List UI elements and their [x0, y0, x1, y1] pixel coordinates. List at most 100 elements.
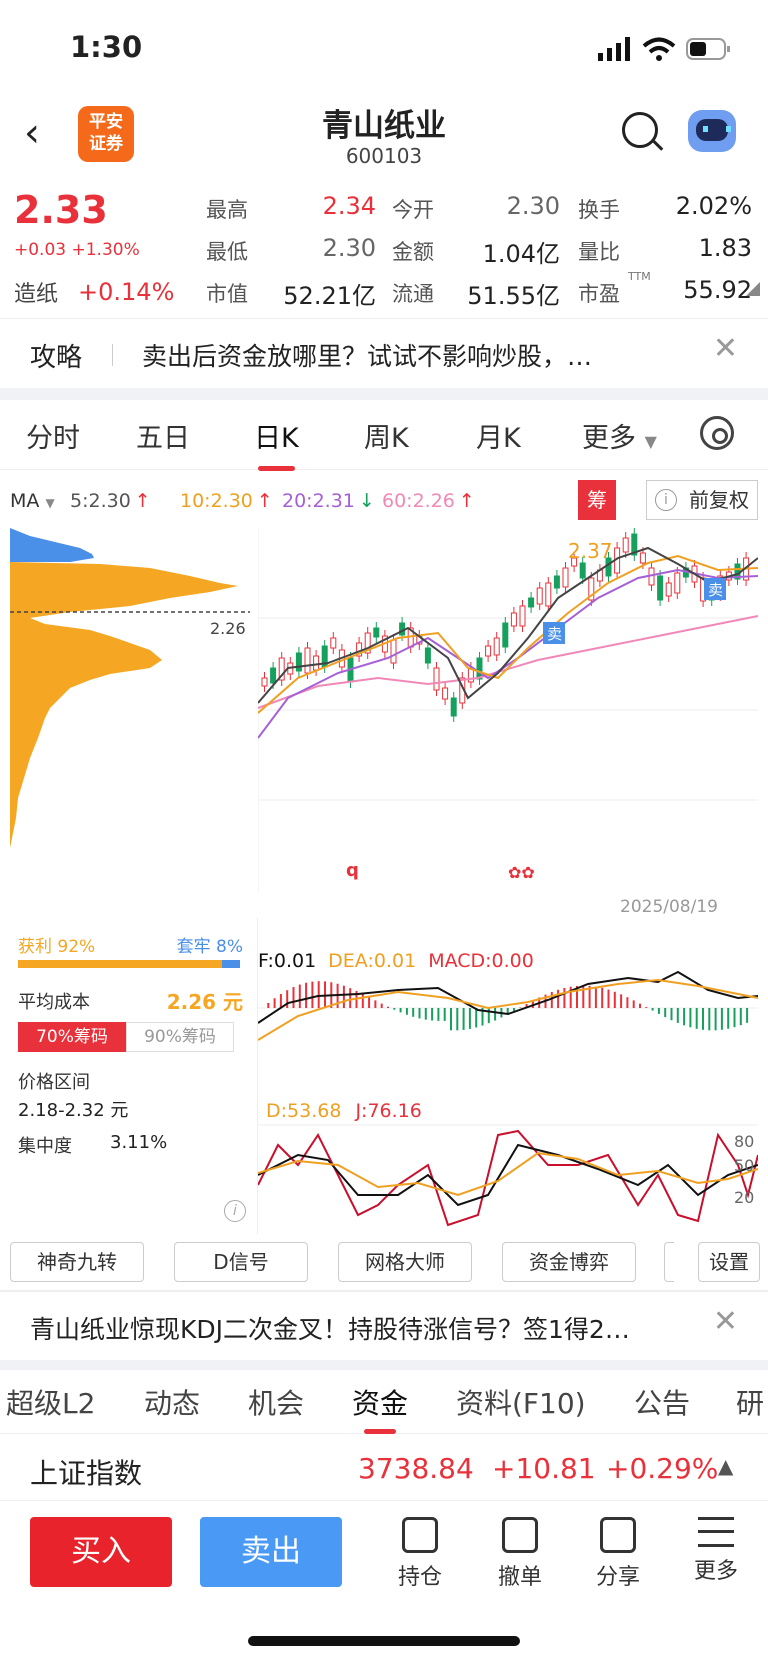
tab-intraday[interactable]: 分时 [26, 423, 80, 454]
back-chevron-icon[interactable]: ‹ [24, 110, 40, 156]
last-price: 2.33 [14, 188, 108, 232]
quote-panel: 2.33 +0.03 +1.30% 造纸 +0.14% 最高 2.34 今开 2.30… [0, 178, 768, 318]
tab-daily-k[interactable]: 日K [254, 416, 299, 471]
grid-lines [258, 528, 758, 893]
candlestick-chart[interactable]: 2.37 卖 卖 q ✿✿ 2025/08/19 [258, 528, 758, 918]
info-icon: i [655, 489, 677, 511]
tool-settings[interactable]: 设置 [698, 1242, 760, 1282]
index-name: 上证指数 [30, 1457, 143, 1490]
chip-toggle-button[interactable]: 筹 [578, 480, 616, 520]
tab-chip-70[interactable]: 70%筹码 [18, 1022, 126, 1052]
candle [424, 647, 431, 664]
profit-bar [18, 960, 240, 968]
candle [493, 637, 500, 656]
corner-triangle-icon[interactable] [746, 282, 760, 296]
adjust-mode-button[interactable]: i 前复权 [646, 480, 758, 520]
ma-value-text: 10:2.30 [180, 490, 253, 512]
section-gap [0, 1360, 768, 1370]
tool-fund-game[interactable]: 资金博弈 [502, 1242, 636, 1282]
index-value: 3738.84 [358, 1452, 474, 1485]
tab-super-l2[interactable]: 超级L2 [6, 1387, 96, 1420]
ttm-superscript: TTM [628, 270, 651, 283]
holdings-label: 持仓 [397, 1565, 442, 1590]
ma-value-text: 5:2.30 [70, 490, 131, 512]
tab-more-label: 更多 [582, 423, 636, 454]
gear-icon[interactable] [700, 416, 734, 450]
tool-nine-turn[interactable]: 神奇九转 [10, 1242, 144, 1282]
tab-more[interactable]: 更多 ▼ [582, 416, 657, 455]
ma-selector[interactable]: MA ▼ [10, 490, 55, 512]
tool-d-signal[interactable]: D信号 [174, 1242, 308, 1282]
quote-field-value: 52.21亿 [283, 282, 376, 310]
last-date-label: 2025/08/19 [620, 897, 718, 917]
period-tabs: 分时 五日 日K 周K 月K 更多 ▼ [0, 400, 768, 471]
signal-icon [598, 37, 630, 61]
logo-text-1: 平安 [89, 112, 123, 132]
tool-grid-master[interactable]: 网格大师 [338, 1242, 472, 1282]
chip-profile-orange [10, 562, 238, 848]
holdings-button[interactable]: 持仓 [380, 1517, 460, 1591]
close-icon[interactable]: ✕ [712, 331, 738, 366]
buy-button[interactable]: 买入 [30, 1517, 172, 1587]
ma-trend-arrow-icon: ↑ [256, 490, 273, 512]
quote-field-label: 流通 [392, 282, 434, 306]
caret-up-icon[interactable]: ▲ [718, 1454, 734, 1478]
kdj-chart[interactable]: 80 50 20 [258, 1095, 758, 1235]
kdj-promo-bar[interactable]: 青山纸业惊现KDJ二次金叉！持股待涨信号？签1得2… ✕ [0, 1292, 768, 1362]
more-button[interactable]: 更多 [676, 1517, 756, 1585]
tool-overflow[interactable] [664, 1242, 674, 1282]
candle [313, 655, 320, 671]
ma-value-0: 5:2.30 ↑ [70, 490, 151, 512]
tab-chip-90[interactable]: 90%筹码 [126, 1022, 234, 1052]
high-price-label: 2.37 [568, 539, 613, 563]
info-icon[interactable]: i [224, 1200, 246, 1222]
candle [579, 562, 586, 579]
candle [270, 667, 277, 684]
candle [295, 652, 302, 672]
search-icon[interactable] [622, 112, 658, 148]
robot-assistant-icon[interactable] [688, 110, 736, 152]
kdj-d: D:53.68 [266, 1100, 342, 1122]
cancel-order-button[interactable]: 撤单 [480, 1517, 560, 1591]
candle [261, 677, 268, 687]
candle [657, 575, 664, 601]
tab-announcement[interactable]: 公告 [634, 1387, 691, 1420]
close-icon[interactable]: ✕ [712, 1304, 738, 1339]
concentration-value: 3.11% [110, 1132, 168, 1153]
section-gap [0, 388, 768, 400]
event-marker-q[interactable]: q [346, 860, 359, 881]
status-bar: 1:30 [0, 0, 768, 92]
index-pct: +0.29% [606, 1452, 719, 1485]
sector-info[interactable]: 造纸 +0.14% [14, 276, 174, 308]
profit-ratio: 获利 92% [18, 937, 96, 957]
candle [674, 572, 681, 594]
promo-text: 青山纸业惊现KDJ二次金叉！持股待涨信号？签1得2… [30, 1315, 630, 1344]
tab-capital[interactable]: 资金 [352, 1382, 408, 1434]
strategy-promo-bar[interactable]: 攻略 卖出后资金放哪里？试试不影响炒股，… ✕ [0, 318, 768, 388]
tab-opportunity[interactable]: 机会 [248, 1387, 305, 1420]
macd-chart[interactable] [258, 948, 758, 1078]
share-button[interactable]: 分享 [578, 1517, 658, 1591]
sell-marker[interactable] [543, 622, 565, 644]
quote-field-label: 市盈 [578, 282, 620, 306]
home-indicator[interactable] [248, 1636, 520, 1646]
more-label: 更多 [693, 1559, 738, 1584]
tab-news[interactable]: 动态 [144, 1387, 201, 1420]
stock-code: 600103 [345, 144, 423, 168]
share-icon [600, 1517, 636, 1553]
tab-weekly-k[interactable]: 周K [364, 423, 409, 454]
index-ticker[interactable]: 上证指数 3738.84 +10.81 +0.29% ▲ [0, 1436, 768, 1498]
sell-button[interactable]: 卖出 [200, 1517, 342, 1587]
kdj-level-50: 50 [734, 1156, 754, 1175]
candle [588, 577, 595, 601]
quote-field-value: 2.02% [675, 192, 752, 220]
ma-indicator-row: MA ▼ 5:2.30 ↑ 10:2.30 ↑ 20:2.31 ↓ 60:2.26 ↑ 筹 i… [10, 478, 760, 522]
tab-f10[interactable]: 资料(F10) [456, 1387, 586, 1420]
tab-monthly-k[interactable]: 月K [476, 423, 521, 454]
caret-down-icon: ▼ [45, 496, 55, 510]
tab-research[interactable]: 研 [736, 1387, 765, 1420]
tab-five-day[interactable]: 五日 [136, 423, 190, 454]
event-marker-stars[interactable]: ✿✿ [508, 863, 535, 882]
macd-histogram [267, 981, 749, 1031]
sell-marker-right[interactable] [704, 578, 726, 600]
